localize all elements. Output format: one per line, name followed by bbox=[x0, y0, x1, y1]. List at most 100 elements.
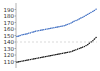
y-tick bbox=[15, 22, 17, 23]
point bbox=[47, 56, 48, 57]
point bbox=[84, 46, 85, 47]
point bbox=[21, 34, 22, 35]
y-tick-label: 130 bbox=[4, 46, 15, 52]
point bbox=[23, 60, 24, 61]
point bbox=[42, 57, 43, 58]
point bbox=[33, 58, 34, 59]
point bbox=[18, 36, 19, 37]
point bbox=[92, 40, 93, 41]
point bbox=[70, 23, 71, 24]
plot-area bbox=[16, 9, 97, 63]
point bbox=[89, 43, 90, 44]
point bbox=[55, 54, 56, 55]
point bbox=[25, 60, 26, 61]
y-tick bbox=[15, 35, 17, 36]
point bbox=[94, 38, 95, 39]
y-tick bbox=[15, 55, 17, 56]
point bbox=[90, 41, 91, 42]
point bbox=[63, 25, 64, 26]
point bbox=[28, 59, 29, 60]
point bbox=[87, 44, 88, 45]
point bbox=[18, 61, 19, 62]
y-axis-line bbox=[16, 3, 17, 68]
point bbox=[31, 59, 32, 60]
point bbox=[57, 54, 58, 55]
point bbox=[48, 55, 49, 56]
point bbox=[45, 29, 46, 30]
point bbox=[48, 28, 49, 29]
point bbox=[16, 62, 17, 63]
point bbox=[53, 27, 54, 28]
y-tick-label: 160 bbox=[4, 26, 15, 32]
point bbox=[87, 14, 88, 15]
point bbox=[60, 26, 61, 27]
point bbox=[77, 19, 78, 20]
point bbox=[36, 58, 37, 59]
point bbox=[26, 33, 27, 34]
point bbox=[50, 28, 51, 29]
point bbox=[35, 58, 36, 59]
point bbox=[43, 56, 44, 57]
point bbox=[30, 32, 31, 33]
point bbox=[67, 52, 68, 53]
point bbox=[69, 51, 70, 52]
point bbox=[62, 53, 63, 54]
point bbox=[90, 12, 91, 13]
point bbox=[84, 16, 85, 17]
y-tick bbox=[15, 29, 17, 30]
point bbox=[82, 17, 83, 18]
point bbox=[55, 27, 56, 28]
point bbox=[70, 51, 71, 52]
point bbox=[36, 30, 37, 31]
point bbox=[62, 25, 63, 26]
point bbox=[21, 61, 22, 62]
point bbox=[85, 15, 86, 16]
point bbox=[38, 30, 39, 31]
point bbox=[52, 55, 53, 56]
y-tick-label: 110 bbox=[4, 59, 15, 65]
y-tick-label: 140 bbox=[4, 39, 15, 45]
point bbox=[72, 22, 73, 23]
point bbox=[80, 47, 81, 48]
point bbox=[67, 24, 68, 25]
y-tick bbox=[15, 48, 17, 49]
point bbox=[58, 53, 59, 54]
point bbox=[92, 11, 93, 12]
point bbox=[38, 57, 39, 58]
y-tick-label: 180 bbox=[4, 13, 15, 19]
point bbox=[94, 10, 95, 11]
reference-line bbox=[16, 42, 97, 43]
point bbox=[77, 49, 78, 50]
point bbox=[50, 55, 51, 56]
point bbox=[33, 31, 34, 32]
y-tick bbox=[15, 9, 17, 10]
point bbox=[65, 25, 66, 26]
point bbox=[79, 48, 80, 49]
point bbox=[45, 56, 46, 57]
point bbox=[20, 35, 21, 36]
point bbox=[16, 36, 17, 37]
point bbox=[96, 9, 97, 10]
point bbox=[42, 29, 43, 30]
point bbox=[31, 32, 32, 33]
y-tick bbox=[15, 16, 17, 17]
point bbox=[26, 60, 27, 61]
point bbox=[74, 50, 75, 51]
point bbox=[47, 28, 48, 29]
point bbox=[23, 34, 24, 35]
point bbox=[35, 31, 36, 32]
point bbox=[82, 47, 83, 48]
y-tick bbox=[15, 61, 17, 62]
point bbox=[25, 34, 26, 35]
point bbox=[57, 26, 58, 27]
point bbox=[72, 51, 73, 52]
point bbox=[79, 18, 80, 19]
y-tick-label: 120 bbox=[4, 52, 15, 58]
point bbox=[28, 33, 29, 34]
point bbox=[63, 52, 64, 53]
point bbox=[60, 53, 61, 54]
point bbox=[20, 61, 21, 62]
point bbox=[75, 49, 76, 50]
y-tick-label: 190 bbox=[4, 7, 15, 13]
point bbox=[96, 37, 97, 38]
